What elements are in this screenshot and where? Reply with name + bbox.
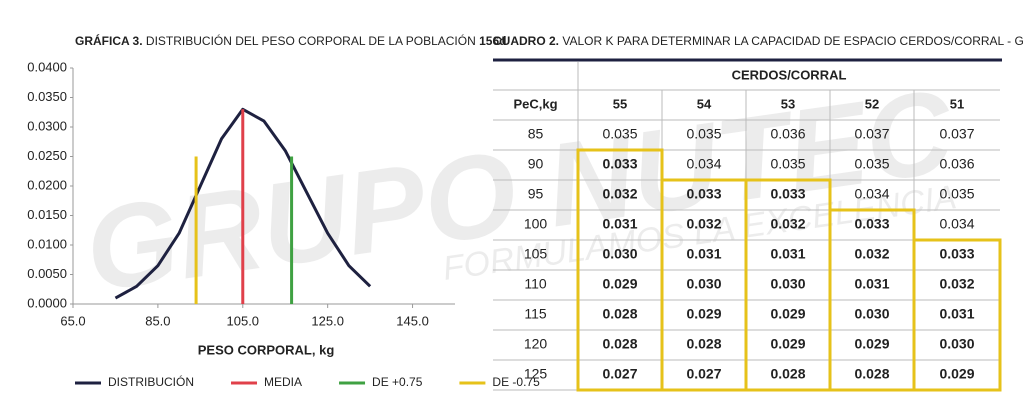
table-cell: 0.028 (602, 306, 637, 322)
column-header: 55 (613, 96, 627, 111)
column-header: 51 (950, 96, 964, 111)
y-tick-label: 0.0250 (27, 148, 67, 163)
table-cell: 0.031 (686, 246, 721, 262)
table-cell: 0.035 (854, 156, 889, 172)
x-tick-label: 85.0 (145, 313, 170, 328)
table-cell: 0.029 (686, 306, 721, 322)
table-cell: 0.033 (854, 216, 889, 232)
table-cell: 0.036 (770, 126, 805, 142)
table-cell: 0.032 (770, 216, 805, 232)
x-tick-label: 105.0 (227, 313, 260, 328)
table-cell: 0.030 (602, 246, 637, 262)
table-cell: 0.037 (939, 126, 974, 142)
table-cell: 0.030 (854, 306, 889, 322)
table-cell: 0.033 (602, 156, 637, 172)
title-part: CUADRO 2. (493, 34, 559, 48)
legend-label: DISTRIBUCIÓN (108, 374, 194, 389)
y-tick-label: 0.0150 (27, 207, 67, 222)
table-cell: 0.033 (686, 186, 721, 202)
x-axis-label: PESO CORPORAL, kg (198, 342, 335, 357)
title-part: DISTRIBUCIÓN DEL PESO CORPORAL DE LA POB… (143, 33, 480, 48)
y-tick-label: 0.0050 (27, 266, 67, 281)
table-cell: 125 (524, 366, 548, 382)
table-cell: 0.030 (939, 336, 974, 352)
highlight-box (912, 238, 1002, 392)
table-cell: 90 (528, 156, 544, 172)
table-cell: 100 (524, 216, 548, 232)
table-cell: 0.037 (854, 126, 889, 142)
table-cell: 0.035 (602, 126, 637, 142)
y-tick-label: 0.0350 (27, 89, 67, 104)
table-cell: 115 (524, 306, 547, 322)
table-title: CUADRO 2. VALOR K PARA DETERMINAR LA CAP… (493, 34, 1024, 48)
table-cell: 0.035 (686, 126, 721, 142)
table-cell: 110 (524, 276, 547, 292)
table-cell: 0.032 (854, 246, 889, 262)
table-cell: 85 (528, 126, 544, 142)
table-cell: 0.028 (770, 366, 805, 382)
table-cell: 0.031 (854, 276, 889, 292)
table-cell: 0.028 (854, 366, 889, 382)
table-cell: 0.033 (939, 246, 974, 262)
table-cell: 0.034 (939, 216, 974, 232)
table-cell: 0.035 (770, 156, 805, 172)
table-cell: 0.031 (602, 216, 637, 232)
table-cell: 0.032 (602, 186, 637, 202)
table-cell: 0.028 (686, 336, 721, 352)
y-tick-label: 0.0100 (27, 236, 67, 251)
y-tick-label: 0.0000 (27, 295, 67, 310)
table-cell: 0.034 (854, 186, 889, 202)
table-cell: 0.029 (770, 306, 805, 322)
legend-label: DE +0.75 (372, 375, 423, 389)
y-tick-label: 0.0300 (27, 118, 67, 133)
table-cell: 0.027 (686, 366, 721, 382)
table-cell: 95 (528, 186, 544, 202)
table-cell: 0.034 (686, 156, 721, 172)
table-cell: 0.033 (770, 186, 805, 202)
table-cell: 0.035 (939, 186, 974, 202)
table-cell: 0.030 (770, 276, 805, 292)
legend-label: DE -0.75 (492, 375, 540, 389)
table-cell: 0.027 (602, 366, 637, 382)
table-cell: 0.028 (602, 336, 637, 352)
table-cell: 0.030 (686, 276, 721, 292)
table-cell: 0.029 (939, 366, 974, 382)
table-cell: 0.032 (686, 216, 721, 232)
table-cell: 105 (524, 246, 548, 262)
table-cell: 0.036 (939, 156, 974, 172)
title-part: 156d (479, 34, 506, 48)
column-header: 52 (865, 96, 879, 111)
table-cell: 0.029 (602, 276, 637, 292)
table-cell: 0.029 (854, 336, 889, 352)
table-cell: 120 (524, 336, 548, 352)
table-cell: 0.032 (939, 276, 974, 292)
column-header: 54 (697, 96, 712, 111)
x-tick-label: 125.0 (311, 313, 344, 328)
column-header: 53 (781, 96, 795, 111)
y-tick-label: 0.0400 (27, 59, 67, 74)
table-cell: 0.031 (770, 246, 805, 262)
group-header: CERDOS/CORRAL (732, 67, 847, 82)
row-header: PeC,kg (513, 96, 557, 111)
y-tick-label: 0.0200 (27, 177, 67, 192)
x-tick-label: 145.0 (396, 313, 429, 328)
legend-label: MEDIA (264, 375, 302, 389)
x-tick-label: 65.0 (60, 313, 85, 328)
table-cell: 0.031 (939, 306, 974, 322)
title-part: VALOR K PARA DETERMINAR LA CAPACIDAD DE … (559, 34, 1024, 48)
chart-title: GRÁFICA 3. DISTRIBUCIÓN DEL PESO CORPORA… (75, 33, 506, 48)
title-part: GRÁFICA 3. (75, 33, 143, 48)
table-cell: 0.029 (770, 336, 805, 352)
